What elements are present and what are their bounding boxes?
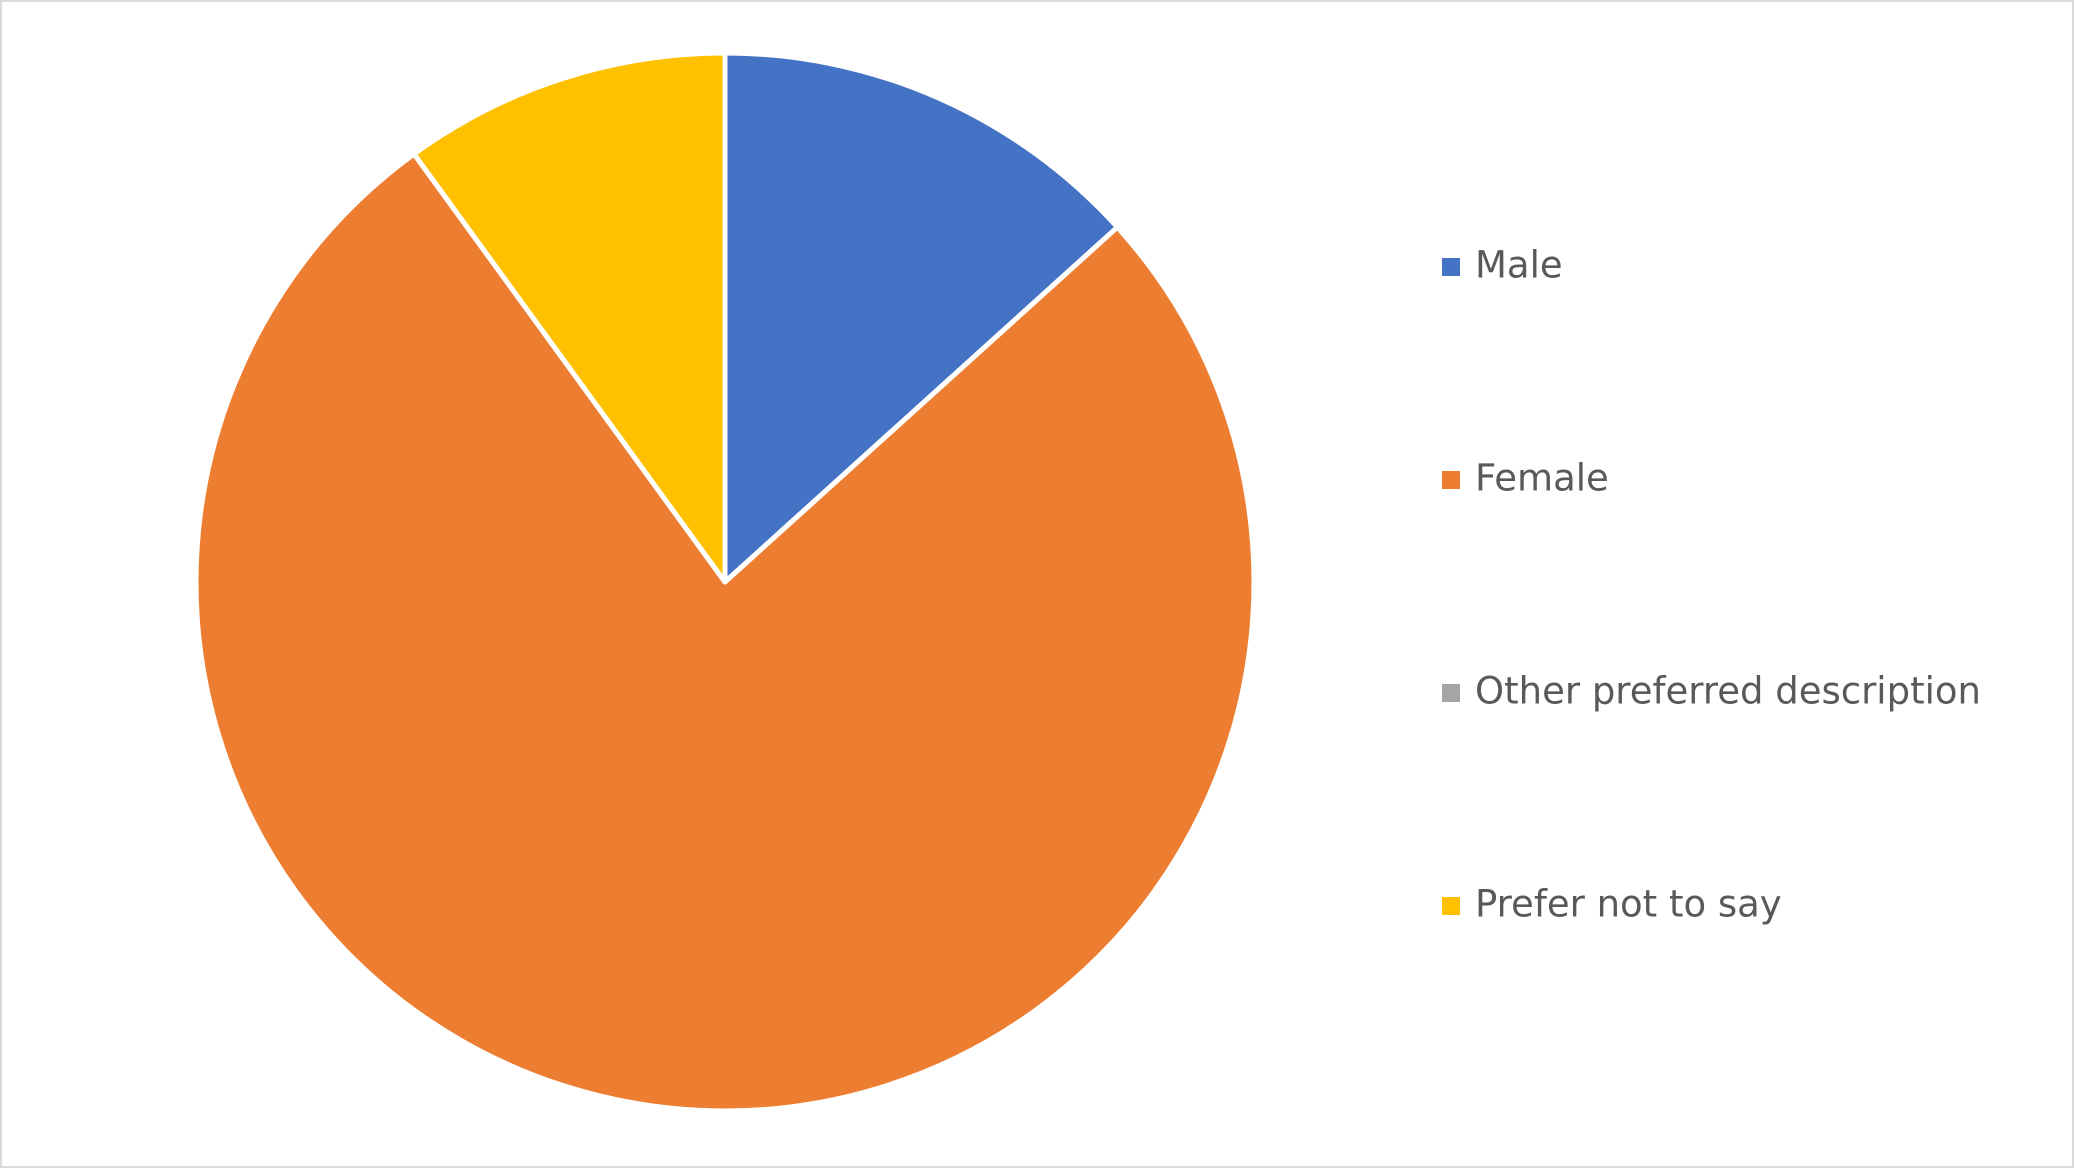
pie-slice (722, 50, 1120, 585)
legend-swatch (1442, 258, 1460, 276)
legend-swatch (1442, 684, 1460, 702)
legend-label: Male (1475, 244, 1563, 287)
legend-label: Prefer not to say (1475, 883, 1782, 926)
legend-label: Female (1475, 457, 1609, 500)
legend-label: Other preferred description (1475, 670, 1981, 713)
pie-slice (193, 151, 1257, 1114)
pie-slice (411, 50, 728, 585)
legend-swatch (1442, 897, 1460, 915)
legend-swatch (1442, 471, 1460, 489)
